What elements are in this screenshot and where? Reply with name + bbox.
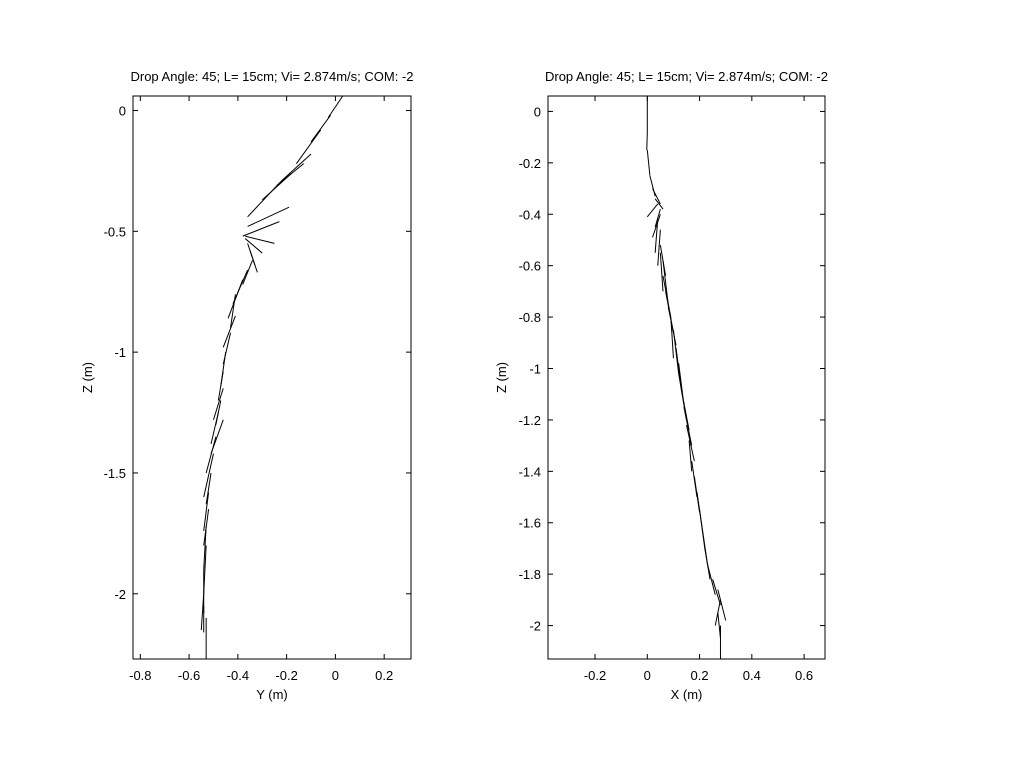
y-tick-label: -0.6: [519, 259, 541, 274]
y-tick-label: -1.8: [519, 567, 541, 582]
stick-segment: [200, 593, 205, 631]
y-tick-label: -1.5: [104, 466, 126, 481]
stick-segment: [205, 472, 212, 505]
stick-segment: [688, 440, 693, 472]
stick-segment: [646, 131, 648, 151]
x-tick-label: -0.2: [275, 668, 297, 683]
stick-segment: [247, 180, 283, 218]
x-tick-label: 0.2: [691, 668, 709, 683]
y-tick-label: -1.4: [519, 464, 541, 479]
stick-segment: [230, 294, 236, 329]
x-tick-label: -0.6: [178, 668, 200, 683]
stick-segment: [652, 214, 661, 238]
stick-segment: [205, 436, 217, 474]
y-tick-label: -0.5: [104, 224, 126, 239]
x-tick-label: -0.4: [227, 668, 249, 683]
x-tick-label: -0.2: [584, 668, 606, 683]
chart-title: Drop Angle: 45; L= 15cm; Vi= 2.874m/s; C…: [545, 69, 828, 84]
y-tick-label: -1.2: [519, 413, 541, 428]
y-tick-label: -0.4: [519, 207, 541, 222]
stick-segment: [706, 563, 716, 595]
plot-frame: [547, 95, 826, 660]
stick-segment: [686, 424, 695, 462]
stick-segment: [295, 129, 322, 164]
stick-segment: [242, 260, 253, 285]
stick-segment: [683, 406, 693, 446]
chart-title: Drop Angle: 45; L= 15cm; Vi= 2.874m/s; C…: [130, 69, 413, 84]
stick-segment: [657, 229, 661, 266]
stick-segment: [281, 153, 312, 181]
stick-segment: [704, 548, 711, 580]
stick-segment: [654, 198, 664, 210]
stick-segment: [242, 221, 280, 237]
stick-segment: [654, 219, 659, 253]
stick-segment: [245, 235, 275, 244]
data-series: [200, 96, 344, 659]
y-tick-label: -1: [529, 362, 541, 377]
data-series: [646, 96, 727, 659]
chart-right-xz: Drop Angle: 45; L= 15cm; Vi= 2.874m/s; C…: [494, 69, 828, 702]
x-axis-label: X (m): [671, 687, 703, 702]
stick-segment: [203, 492, 210, 531]
y-tick-label: -2: [114, 587, 126, 602]
stick-segment: [247, 206, 290, 227]
stick-segment: [244, 238, 263, 254]
stick-segment: [646, 203, 659, 218]
x-tick-label: 0.4: [743, 668, 761, 683]
stick-segment: [210, 412, 219, 445]
y-tick-label: -0.8: [519, 310, 541, 325]
x-tick-label: 0.6: [795, 668, 813, 683]
stick-segment: [652, 188, 661, 205]
x-tick-label: -0.8: [129, 668, 151, 683]
stick-segment: [203, 526, 207, 570]
stick-segment: [712, 579, 721, 606]
stick-segment: [217, 371, 224, 401]
stick-segment: [654, 208, 661, 228]
chart-left-yz: Drop Angle: 45; L= 15cm; Vi= 2.874m/s; C…: [80, 69, 414, 702]
stick-segment: [212, 388, 224, 420]
y-axis-label: Z (m): [494, 362, 509, 393]
x-tick-label: 0.2: [375, 668, 393, 683]
x-tick-label: 0: [332, 668, 339, 683]
stick-segment: [327, 96, 344, 119]
plot-frame: [132, 95, 412, 660]
stick-segment: [249, 250, 258, 273]
stick-segment: [222, 315, 236, 348]
x-tick-label: 0: [644, 668, 651, 683]
stick-segment: [227, 279, 244, 319]
x-axis-label: Y (m): [256, 687, 288, 702]
stick-segment: [310, 115, 331, 143]
stick-segment: [717, 589, 727, 621]
y-axis-label: Z (m): [80, 362, 95, 393]
y-tick-label: -2: [529, 619, 541, 634]
y-tick-label: 0: [119, 103, 126, 118]
stick-segment: [203, 453, 214, 498]
stick-segment: [659, 252, 664, 292]
stick-segment: [680, 388, 690, 431]
y-tick-label: 0: [534, 104, 541, 119]
y-tick-label: -1: [114, 345, 126, 360]
y-tick-label: -0.2: [519, 156, 541, 171]
y-tick-label: -1.6: [519, 516, 541, 531]
stick-segment: [646, 149, 651, 176]
stick-segment: [670, 317, 674, 359]
